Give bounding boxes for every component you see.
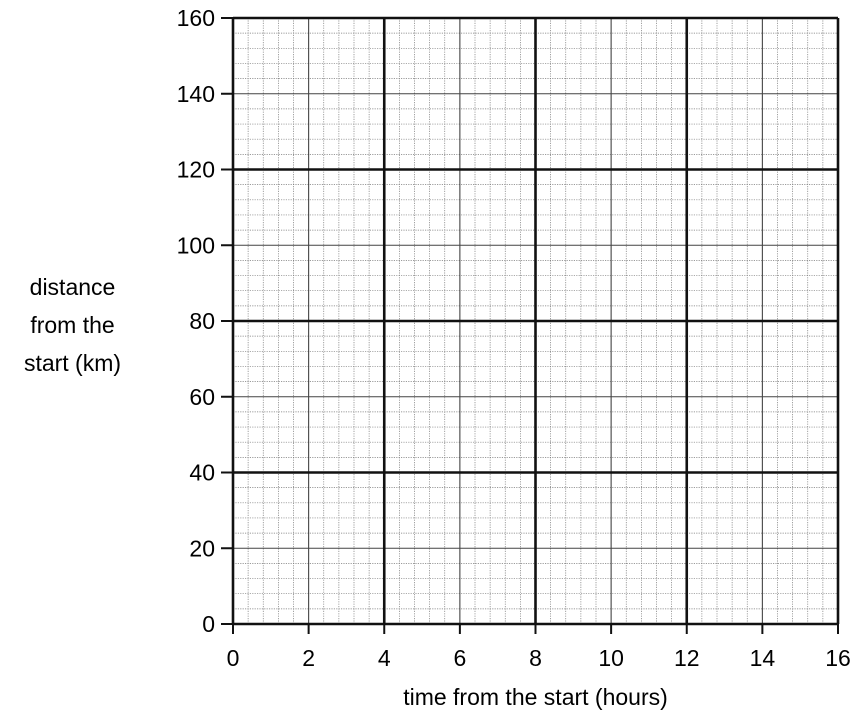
major-grid	[233, 18, 838, 624]
x-tick-label: 6	[453, 645, 466, 671]
y-tick-label: 0	[202, 611, 215, 637]
x-axis-label: time from the start (hours)	[403, 684, 668, 710]
y-axis-label: distance from the start (km)	[0, 268, 145, 382]
y-tick-label: 40	[189, 460, 215, 486]
y-axis-label-line-1: distance	[29, 274, 116, 300]
y-tick-label: 20	[189, 535, 215, 561]
y-tick-label: 80	[189, 308, 215, 334]
y-tick-label: 140	[177, 81, 215, 107]
y-tick-label: 100	[177, 232, 215, 258]
x-tick-label: 2	[302, 645, 315, 671]
x-tick-label: 0	[227, 645, 240, 671]
x-tick-label: 12	[674, 645, 700, 671]
tick-marks	[221, 17, 839, 634]
y-tick-label: 60	[189, 384, 215, 410]
x-tick-label: 14	[750, 645, 776, 671]
x-tick-label: 4	[378, 645, 391, 671]
y-tick-label: 160	[177, 5, 215, 31]
x-tick-label: 10	[598, 645, 624, 671]
x-tick-label: 8	[529, 645, 542, 671]
x-tick-label: 16	[825, 645, 851, 671]
y-axis-label-line-2: from the	[30, 312, 115, 338]
y-axis-label-line-3: start (km)	[23, 350, 122, 376]
y-tick-label: 120	[177, 157, 215, 183]
